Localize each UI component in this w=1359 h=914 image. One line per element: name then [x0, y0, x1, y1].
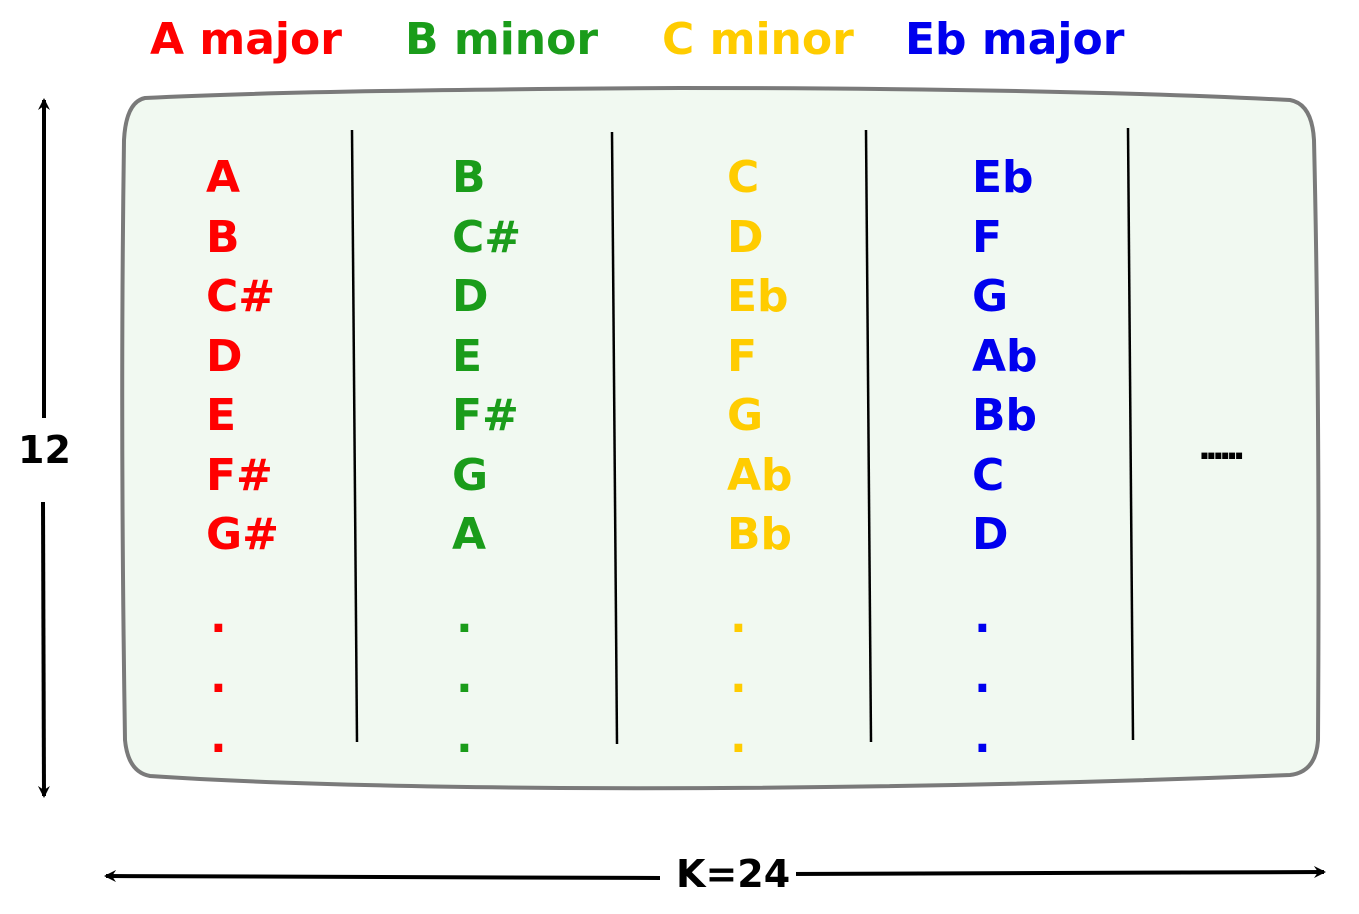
- column-divider: [864, 129, 873, 743]
- note: D: [727, 211, 764, 263]
- note: B: [206, 211, 240, 263]
- note: Ab: [727, 449, 793, 501]
- key-column-eb-major: Eb F G Ab Bb C D: [972, 148, 1132, 565]
- continuation-dots: . . .: [456, 588, 476, 768]
- dot: .: [730, 592, 747, 643]
- note: D: [206, 330, 243, 382]
- dot: .: [730, 652, 747, 703]
- dot: .: [456, 652, 473, 703]
- cols-arrow: [787, 866, 1326, 879]
- note: F: [727, 330, 758, 382]
- note: E: [452, 330, 483, 382]
- dot: .: [210, 712, 227, 763]
- note: A: [206, 152, 241, 203]
- note: Bb: [972, 390, 1038, 441]
- continuation-dots: . . .: [210, 588, 230, 768]
- key-column-a-major: A B C# D E F# G#: [206, 148, 366, 565]
- note: B: [452, 152, 486, 203]
- note: D: [972, 509, 1009, 560]
- dot: .: [974, 592, 991, 643]
- key-title-b-minor: B minor: [405, 14, 599, 65]
- key-title-eb-major: Eb major: [905, 14, 1125, 65]
- key-title-a-major: A major: [150, 14, 342, 65]
- note: Ab: [972, 330, 1038, 382]
- column-divider: [350, 129, 359, 743]
- continuation-dots: . . .: [974, 588, 994, 768]
- key-column-c-minor: C D Eb F G Ab Bb: [727, 148, 887, 565]
- column-divider: [1126, 127, 1135, 741]
- note: G: [727, 390, 764, 441]
- columns-dimension-label: K=24: [670, 852, 797, 896]
- note: G#: [206, 509, 279, 560]
- note: Eb: [727, 271, 789, 322]
- column-divider: [610, 131, 619, 745]
- note: E: [206, 390, 237, 441]
- note: F: [972, 211, 1003, 263]
- note: F#: [206, 449, 273, 501]
- note: Eb: [972, 152, 1034, 203]
- dot: .: [974, 652, 991, 703]
- dot: .: [456, 592, 473, 643]
- matrix-panel: [120, 85, 1321, 791]
- note: F#: [452, 390, 519, 441]
- key-title-c-minor: C minor: [662, 14, 854, 65]
- note: G: [452, 449, 489, 501]
- rows-arrow: [37, 501, 50, 798]
- dot: .: [974, 712, 991, 763]
- note: C#: [452, 211, 522, 263]
- note: A: [452, 509, 487, 560]
- note: D: [452, 271, 489, 322]
- note: G: [972, 271, 1009, 322]
- note: C#: [206, 271, 276, 322]
- note: C: [972, 449, 1005, 501]
- dot: .: [456, 712, 473, 763]
- dot: .: [210, 652, 227, 703]
- rows-dimension-label: 12: [18, 428, 71, 472]
- more-columns-ellipsis: ......: [1198, 428, 1245, 468]
- cols-arrow: [104, 870, 661, 883]
- continuation-dots: . . .: [730, 588, 750, 768]
- dot: .: [210, 592, 227, 643]
- dot: .: [730, 712, 747, 763]
- key-column-b-minor: B C# D E F# G A: [452, 148, 612, 565]
- note: C: [727, 152, 760, 203]
- note: Bb: [727, 509, 793, 560]
